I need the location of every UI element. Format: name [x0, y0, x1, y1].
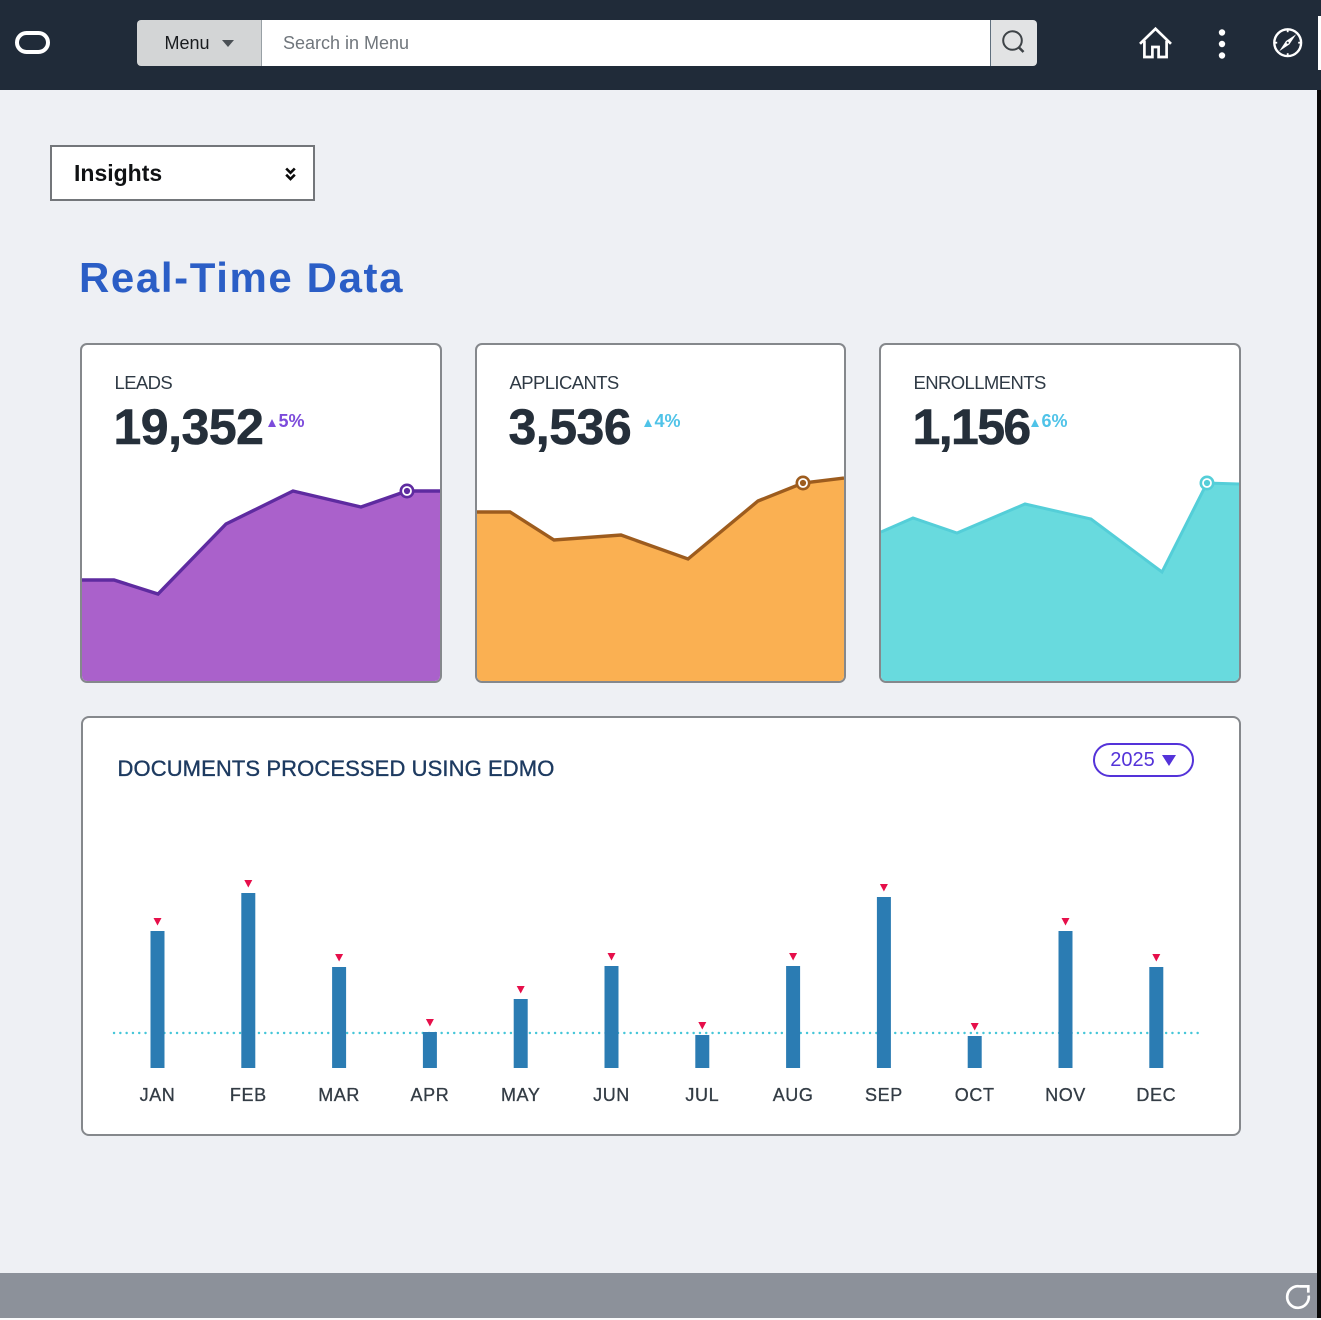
svg-text:DEC: DEC [1136, 1085, 1176, 1105]
svg-text:SEP: SEP [864, 1085, 902, 1105]
svg-text:JUL: JUL [685, 1085, 719, 1105]
svg-text:NOV: NOV [1045, 1085, 1086, 1105]
svg-text:OCT: OCT [954, 1085, 994, 1105]
svg-text:FEB: FEB [229, 1085, 266, 1105]
svg-text:AUG: AUG [772, 1085, 813, 1105]
svg-text:APR: APR [410, 1085, 449, 1105]
svg-text:JAN: JAN [139, 1085, 175, 1105]
svg-text:JUN: JUN [593, 1085, 630, 1105]
svg-text:MAR: MAR [318, 1085, 360, 1105]
svg-text:MAY: MAY [500, 1085, 539, 1105]
